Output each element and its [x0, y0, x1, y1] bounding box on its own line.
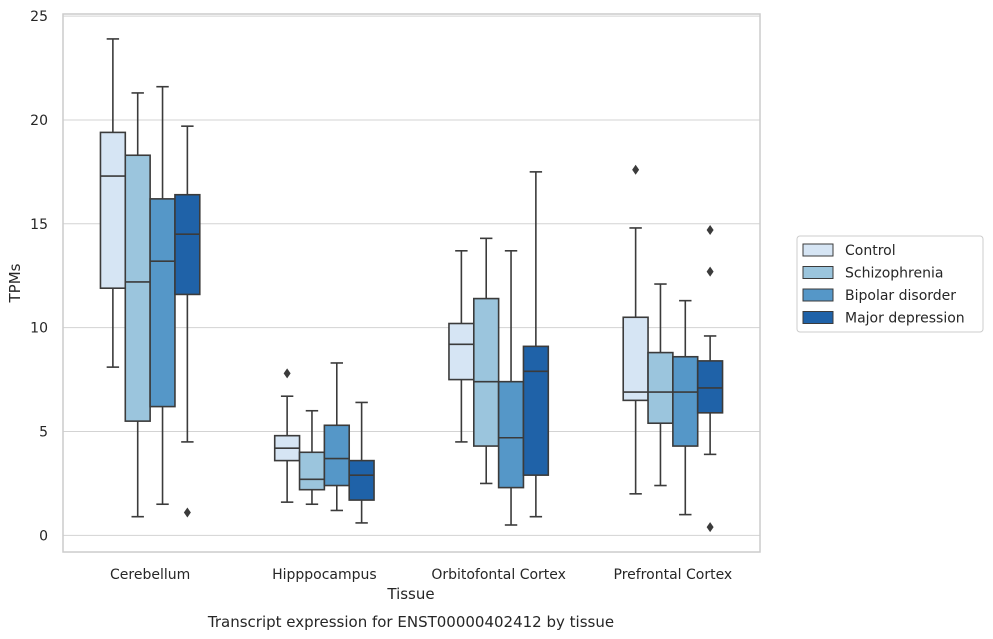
box-group	[273, 368, 301, 503]
legend-label: Major depression	[845, 311, 965, 327]
legend-swatch	[802, 243, 834, 257]
x-tick-label: Orbitofontal Cortex	[431, 567, 566, 583]
legend-frame	[796, 235, 984, 333]
legend-label: Schizophrenia	[845, 266, 943, 282]
box-group	[348, 401, 375, 524]
legend-swatch	[802, 288, 834, 302]
box-iqr	[522, 345, 550, 476]
x-tick-label: Prefrontal Cortex	[614, 567, 733, 583]
y-tick-labels: 0 5 10 15 20 25	[30, 9, 48, 544]
chart-caption: Transcript expression for ENST0000040241…	[207, 613, 614, 631]
box-group	[298, 409, 326, 506]
outlier-point	[632, 164, 640, 175]
x-tick-label: Cerebellum	[110, 567, 190, 583]
box-group	[647, 283, 674, 487]
y-tick-label: 15	[30, 217, 48, 233]
box-groups	[99, 38, 724, 533]
y-tick-label: 5	[39, 425, 48, 441]
box-iqr	[348, 459, 375, 501]
box-iqr	[472, 297, 500, 447]
y-tick-label: 0	[39, 528, 48, 544]
x-tick-labels: Cerebellum Hipppocampus Orbitofontal Corte…	[110, 567, 732, 583]
x-axis-label: Tissue	[386, 585, 434, 603]
box-iqr	[448, 322, 475, 381]
box-iqr	[696, 360, 724, 414]
box-group	[448, 250, 475, 443]
box-group	[622, 164, 649, 495]
box-iqr	[497, 380, 525, 489]
legend-swatch	[802, 266, 834, 279]
box-iqr	[323, 424, 351, 487]
outlier-point	[183, 507, 191, 518]
plot-frame	[62, 13, 761, 553]
outlier-point	[706, 225, 714, 236]
box-group	[672, 299, 699, 516]
box-iqr	[174, 193, 201, 296]
y-tick-label: 20	[30, 113, 48, 129]
box-group	[696, 225, 724, 533]
legend-label: Control	[845, 243, 896, 259]
legend-label: Bipolar disorder	[845, 288, 956, 304]
box-group	[497, 250, 525, 526]
box-iqr	[647, 351, 674, 425]
outlier-point	[283, 368, 291, 379]
outlier-point	[706, 266, 714, 277]
box-group	[472, 237, 500, 485]
x-tick-label: Hipppocampus	[272, 567, 377, 583]
box-group	[522, 171, 550, 518]
box-iqr	[149, 198, 176, 408]
box-iqr	[622, 316, 649, 402]
box-group	[149, 85, 176, 506]
box-group	[99, 38, 127, 368]
box-group	[323, 362, 351, 512]
y-tick-label: 25	[30, 9, 48, 25]
legend: Control Schizophrenia Bipolar disorder Majo…	[796, 235, 984, 333]
outlier-point	[706, 522, 714, 533]
box-iqr	[99, 131, 127, 289]
box-iqr	[298, 451, 326, 491]
box-group	[124, 92, 151, 518]
legend-swatch	[802, 311, 834, 324]
y-tick-label: 10	[30, 321, 48, 337]
box-iqr	[124, 154, 151, 422]
box-iqr	[672, 355, 699, 447]
y-axis-label: TPMs	[6, 263, 24, 303]
box-group	[174, 125, 201, 518]
